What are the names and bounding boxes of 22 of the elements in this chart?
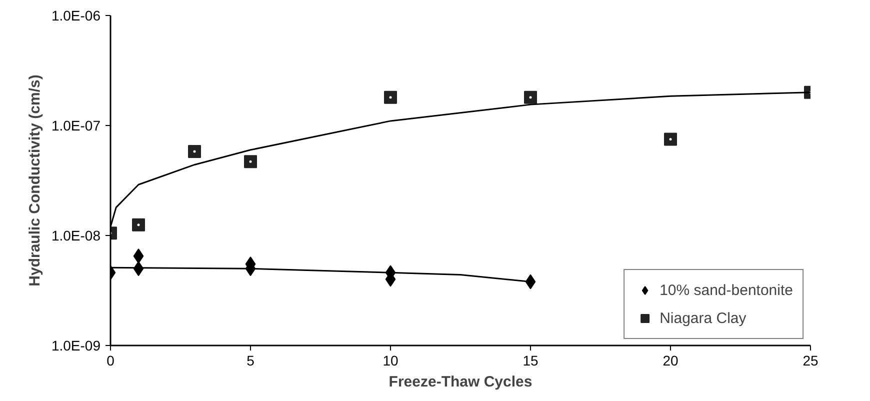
point bbox=[664, 132, 677, 146]
y-tick-label: 1.0E-06 bbox=[51, 8, 101, 24]
x-tick-label: 20 bbox=[662, 352, 678, 368]
x-axis-title: Freeze-Thaw Cycles bbox=[388, 374, 532, 390]
point bbox=[133, 248, 144, 264]
point bbox=[384, 90, 397, 104]
y-tick-label: 1.0E-08 bbox=[51, 228, 101, 244]
point bbox=[188, 145, 201, 158]
point bbox=[244, 155, 257, 168]
legend-label: 10% sand-bentonite bbox=[660, 282, 793, 298]
x-tick-label: 25 bbox=[802, 352, 818, 368]
point bbox=[132, 218, 145, 232]
x-tick-label: 15 bbox=[522, 352, 538, 368]
point bbox=[525, 274, 536, 290]
y-axis-title: Hydraulic Conductivity (cm/s) bbox=[26, 74, 44, 286]
x-tick-label: 0 bbox=[106, 352, 115, 368]
x-tick-label: 10 bbox=[382, 352, 398, 368]
legend-label: Niagara Clay bbox=[660, 310, 746, 326]
y-tick-label: 1.0E-07 bbox=[51, 118, 101, 134]
point bbox=[524, 90, 537, 104]
y-tick-label: 1.0E-09 bbox=[51, 338, 101, 354]
x-tick-label: 5 bbox=[246, 352, 255, 368]
